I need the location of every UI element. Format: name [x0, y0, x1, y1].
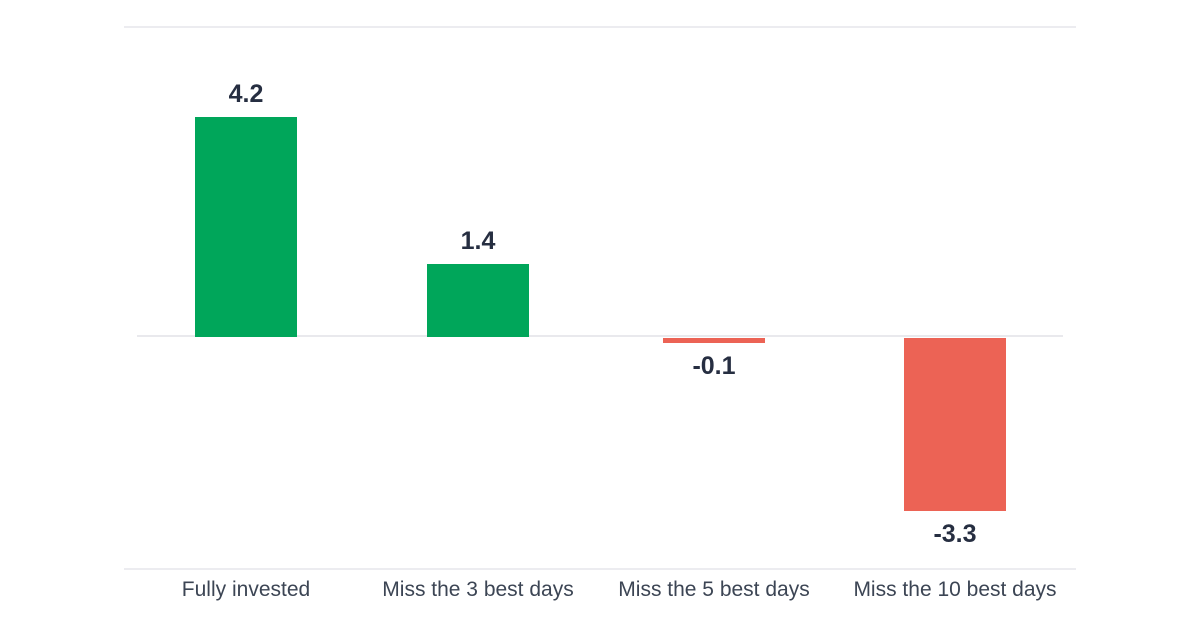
bar-1 — [195, 117, 297, 337]
bar-4 — [904, 338, 1006, 511]
category-label-1: Fully invested — [181, 578, 311, 601]
value-label-3: -0.1 — [692, 352, 736, 380]
bar-2 — [427, 264, 529, 337]
zero-axis-line — [137, 335, 1063, 337]
category-label-3: Miss the 5 best days — [618, 578, 810, 601]
value-label-4: -3.3 — [933, 520, 977, 548]
top-rule — [124, 26, 1076, 28]
category-label-2: Miss the 3 best days — [382, 578, 574, 601]
value-label-2: 1.4 — [460, 227, 496, 255]
bottom-rule — [124, 568, 1076, 570]
bar-3 — [663, 338, 765, 343]
value-label-1: 4.2 — [228, 80, 264, 108]
category-label-4: Miss the 10 best days — [853, 578, 1057, 601]
